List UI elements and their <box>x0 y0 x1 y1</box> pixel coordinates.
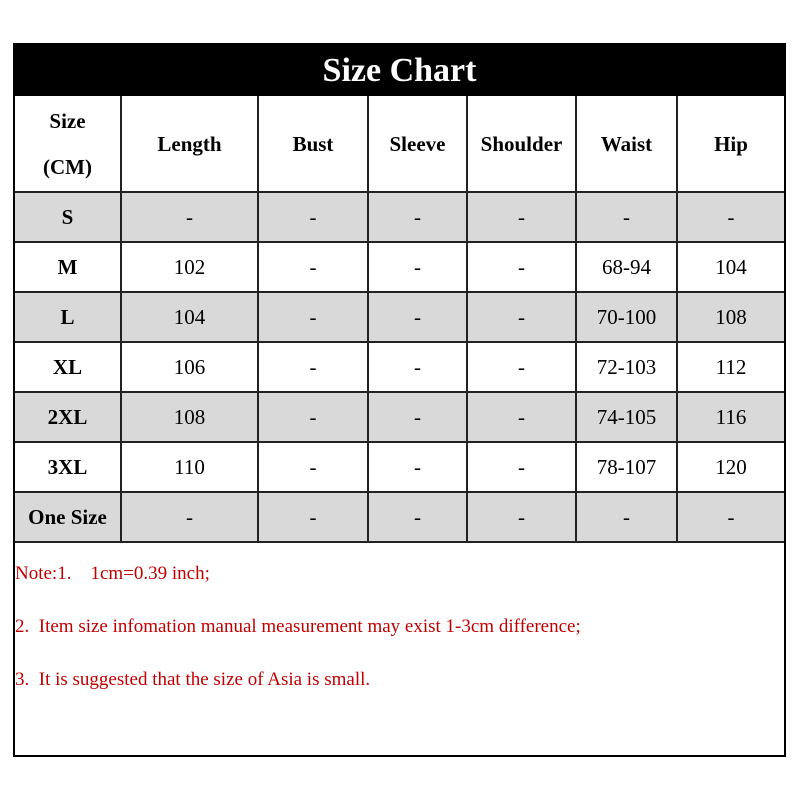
table-cell: 104 <box>120 291 259 343</box>
table-cell: - <box>367 291 468 343</box>
note-1: Note:1. 1cm=0.39 inch; <box>15 563 210 584</box>
size-label: M <box>15 241 122 293</box>
table-cell: 108 <box>120 391 259 443</box>
table-cell: - <box>257 291 369 343</box>
table-cell: - <box>676 491 784 543</box>
notes: Note:1. 1cm=0.39 inch; 2. Item size info… <box>15 543 784 755</box>
table-cell: - <box>120 491 259 543</box>
table-row: L 104- - -70-100 108 <box>15 291 784 343</box>
size-table: Size (CM) Length Bust Sleeve Shoulder Waist Hi… <box>15 96 784 543</box>
table-cell: - <box>367 191 468 243</box>
chart-title: Size Chart <box>15 45 784 96</box>
table-cell: - <box>257 341 369 393</box>
table-cell: 120 <box>676 441 784 493</box>
table-cell: 106 <box>120 341 259 393</box>
table-cell: 116 <box>676 391 784 443</box>
note-3: 3. It is suggested that the size of Asia… <box>15 669 371 690</box>
size-label: XL <box>15 341 122 393</box>
table-cell: - <box>257 191 369 243</box>
table-cell: - <box>257 391 369 443</box>
table-row: 2XL 108- - -74-105 116 <box>15 391 784 443</box>
table-cell: - <box>257 241 369 293</box>
table-cell: - <box>676 191 784 243</box>
table-cell: 112 <box>676 341 784 393</box>
table-cell: - <box>367 241 468 293</box>
table-cell: - <box>367 441 468 493</box>
size-label: S <box>15 191 122 243</box>
note-2: 2. Item size infomation manual measureme… <box>15 616 581 637</box>
table-cell: - <box>120 191 259 243</box>
table-row: XL 106- - -72-103 112 <box>15 341 784 393</box>
size-label: One Size <box>15 491 122 543</box>
table-cell: - <box>575 491 678 543</box>
table-cell: - <box>257 491 369 543</box>
header-row: Size (CM) Length Bust Sleeve Shoulder Waist Hi… <box>15 96 784 193</box>
table-cell: - <box>466 191 577 243</box>
table-cell: - <box>575 191 678 243</box>
table-cell: 108 <box>676 291 784 343</box>
table-row: M 102- - -68-94 104 <box>15 241 784 293</box>
table-cell: 72-103 <box>575 341 678 393</box>
table-cell: - <box>466 241 577 293</box>
column-header: Bust <box>257 96 369 193</box>
table-cell: 68-94 <box>575 241 678 293</box>
column-header: Hip <box>676 96 784 193</box>
table-cell: - <box>466 391 577 443</box>
table-cell: - <box>466 441 577 493</box>
table-cell: 74-105 <box>575 391 678 443</box>
table-row: S------ <box>15 191 784 243</box>
column-header: Shoulder <box>466 96 577 193</box>
table-cell: - <box>466 491 577 543</box>
size-label: 3XL <box>15 441 122 493</box>
size-label: L <box>15 291 122 343</box>
table-cell: - <box>257 441 369 493</box>
table-cell: 70-100 <box>575 291 678 343</box>
size-chart: Size Chart Size (CM) Length Bust Sleeve Shou… <box>13 43 786 757</box>
column-header: Waist <box>575 96 678 193</box>
table-cell: - <box>466 291 577 343</box>
table-cell: 102 <box>120 241 259 293</box>
table-row: One Size - - - - - - <box>15 491 784 543</box>
table-row: 3XL 110- - -78-107 120 <box>15 441 784 493</box>
table-cell: - <box>466 341 577 393</box>
column-header: Length <box>120 96 259 193</box>
column-header: Sleeve <box>367 96 468 193</box>
table-cell: 110 <box>120 441 259 493</box>
column-header: Size (CM) <box>15 96 122 193</box>
table-cell: - <box>367 391 468 443</box>
table-cell: - <box>367 341 468 393</box>
size-label: 2XL <box>15 391 122 443</box>
table-cell: 104 <box>676 241 784 293</box>
table-cell: 78-107 <box>575 441 678 493</box>
table-cell: - <box>367 491 468 543</box>
